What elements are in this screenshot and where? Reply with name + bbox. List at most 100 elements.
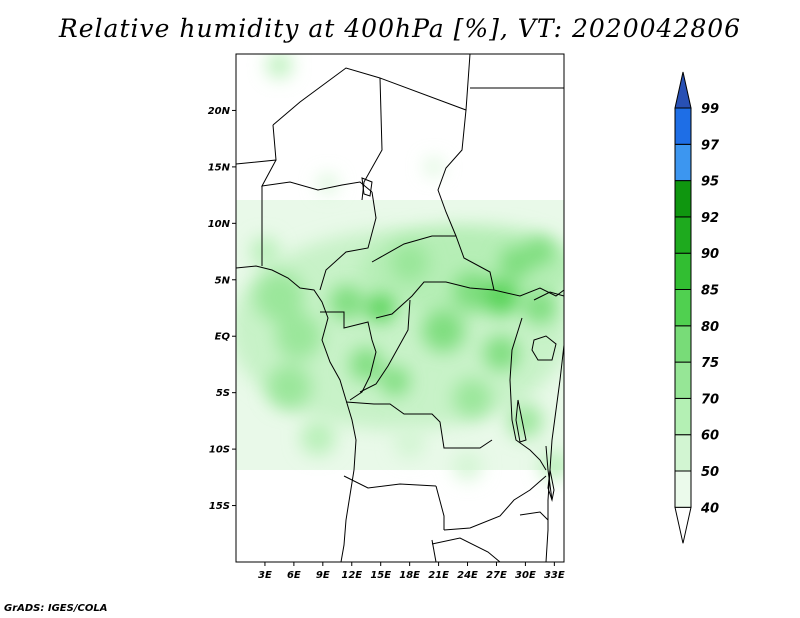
colorbar-label: 90 — [701, 247, 719, 262]
border-niger-chad — [361, 77, 383, 201]
colorbar-label: 75 — [701, 356, 719, 371]
lake-victoria — [531, 335, 557, 361]
lon-tick-label: 24E — [457, 570, 478, 581]
humidity-blob — [508, 403, 543, 439]
grads-credit: GrADS: IGES/COLA — [4, 603, 108, 614]
humidity-blob — [349, 348, 383, 381]
lake-malawi — [547, 469, 555, 502]
map-frame — [235, 53, 565, 563]
humidity-blob — [453, 379, 492, 418]
humidity-blobs — [250, 54, 564, 481]
map-boundaries — [236, 54, 564, 562]
colorbar-segment — [674, 470, 692, 508]
lat-tick-label: 10N — [208, 219, 231, 230]
humidity-blob — [318, 174, 338, 194]
colorbar-segment — [674, 216, 692, 254]
humidity-blob — [483, 335, 519, 371]
colorbar-segment — [674, 361, 692, 399]
humidity-blob — [499, 246, 533, 280]
colorbar-label: 60 — [701, 429, 719, 444]
border-botswana — [431, 537, 501, 562]
coastline-west — [236, 265, 357, 562]
lon-tick-label: 12E — [341, 570, 362, 581]
longitude-axis: 3E 6E 9E 12E 15E 18E 21E 24E 27E 30E 33E — [258, 562, 565, 581]
colorbar-label: 70 — [701, 392, 719, 407]
colorbar-segment — [674, 107, 692, 145]
humidity-blob — [394, 428, 426, 459]
border-car-drc — [375, 281, 564, 319]
coastline-east — [545, 344, 564, 562]
border-chad-libya — [379, 54, 471, 111]
colorbar-over-arrow — [674, 71, 692, 109]
lon-tick-label: 18E — [399, 570, 420, 581]
lon-tick-label: 21E — [428, 570, 449, 581]
colorbar-under-arrow — [674, 506, 692, 544]
humidity-blob — [390, 243, 429, 283]
humidity-blob — [366, 293, 396, 323]
border-nigeria-cameroon — [319, 191, 377, 291]
humidity-blob — [483, 279, 519, 315]
lon-tick-label: 27E — [486, 570, 507, 581]
lon-tick-label: 6E — [287, 570, 301, 581]
border-congo-drc — [359, 299, 411, 393]
border-mozambique — [519, 511, 549, 521]
border-niger-nigeria — [261, 159, 373, 193]
border-angola-zambia — [435, 485, 445, 530]
colorbar-label: 85 — [701, 284, 719, 299]
lat-tick-label: 20N — [208, 106, 231, 117]
colorbar-label: 97 — [701, 138, 720, 153]
humidity-field — [236, 54, 564, 481]
humidity-blob — [523, 291, 557, 325]
lon-tick-label: 33E — [544, 570, 565, 581]
lake-tanganyika — [515, 399, 527, 443]
chart-title: Relative humidity at 400hPa [%], VT: 202… — [58, 14, 742, 43]
lat-tick-label: 5S — [216, 388, 230, 399]
humidity-blob — [422, 309, 465, 352]
humidity-blob — [266, 364, 312, 410]
humidity-blob — [453, 271, 492, 311]
border-tanzania — [545, 445, 553, 501]
border-mali-niger — [236, 124, 277, 165]
border-cameroon-congo — [320, 311, 377, 401]
lon-tick-label: 3E — [258, 570, 272, 581]
colorbar-label: 80 — [701, 320, 719, 335]
colorbar-segment — [674, 143, 692, 182]
colorbar-segment — [674, 252, 692, 290]
humidity-blob — [539, 451, 564, 481]
lat-tick-label: 5N — [215, 275, 231, 286]
colorbar-label: 40 — [700, 501, 719, 516]
humidity-blob — [275, 313, 322, 360]
humidity-blob — [425, 158, 443, 176]
colorbar-segment — [674, 289, 692, 327]
humidity-blob — [254, 271, 305, 322]
border-uganda-kenya — [533, 291, 564, 301]
humidity-blob — [453, 451, 482, 481]
lon-tick-label: 15E — [370, 570, 391, 581]
border-zambia-south — [443, 475, 547, 531]
colorbar-segment — [674, 180, 692, 218]
humidity-blob — [250, 237, 280, 267]
colorbar-segment — [674, 434, 692, 472]
latitude-axis: 20N 15N 10N 5N EQ 5S 10S 15S — [208, 106, 236, 512]
humidity-blob — [300, 420, 336, 456]
humidity-blob — [266, 54, 292, 78]
border-angola-north — [345, 401, 493, 449]
border-drc-east — [509, 317, 547, 471]
colorbar: 40 50 60 70 75 80 85 90 92 95 97 99 — [674, 71, 720, 544]
lon-tick-label: 9E — [316, 570, 330, 581]
colorbar-segment — [674, 325, 692, 363]
humidity-blob — [380, 366, 410, 396]
lat-tick-label: 15S — [209, 501, 230, 512]
lat-tick-label: 15N — [208, 162, 231, 173]
border-algeria-niger — [272, 67, 381, 126]
lat-tick-label: EQ — [215, 332, 231, 343]
humidity-blob — [329, 284, 365, 320]
colorbar-label: 50 — [701, 465, 719, 480]
border-chad-sudan — [437, 109, 467, 237]
lon-tick-label: 30E — [515, 570, 536, 581]
border-angola-south — [343, 475, 437, 489]
colorbar-label: 92 — [701, 211, 719, 226]
colorbar-label: 95 — [701, 175, 719, 190]
colorbar-label: 99 — [701, 102, 719, 117]
